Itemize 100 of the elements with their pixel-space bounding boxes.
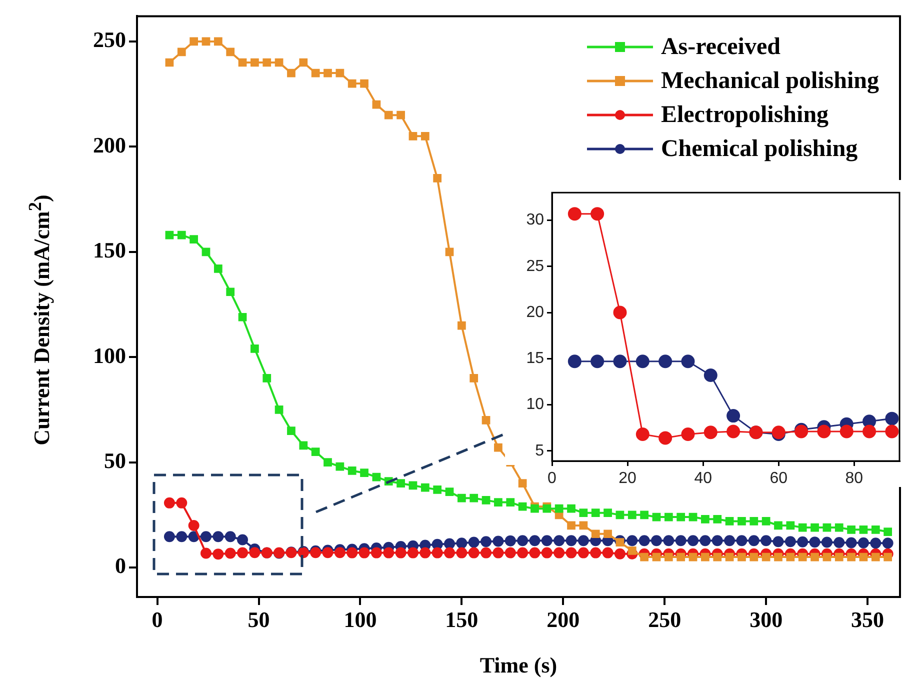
y-tick-label: 0 <box>115 553 126 578</box>
point <box>224 531 236 542</box>
point <box>348 466 356 475</box>
point <box>628 510 636 520</box>
legend-label: Chemical polishing <box>660 135 858 164</box>
point <box>658 354 672 368</box>
point <box>250 344 259 353</box>
point <box>384 110 393 120</box>
point <box>613 306 627 320</box>
point <box>188 531 200 542</box>
point <box>602 547 614 558</box>
point <box>704 368 718 382</box>
point <box>859 525 868 534</box>
point <box>882 538 894 549</box>
point <box>663 535 674 546</box>
point <box>445 248 454 256</box>
point <box>640 510 648 520</box>
point <box>177 230 186 240</box>
legend-label: Electropolishing <box>660 101 829 130</box>
point <box>504 535 516 546</box>
point <box>445 488 454 496</box>
point <box>202 37 210 46</box>
point <box>202 248 210 256</box>
point <box>262 58 272 67</box>
point <box>701 552 710 562</box>
point <box>798 523 807 532</box>
point <box>165 230 174 240</box>
point <box>604 508 612 518</box>
point <box>554 535 565 546</box>
point <box>840 424 854 438</box>
point <box>681 354 695 368</box>
point <box>494 498 502 506</box>
point <box>529 535 540 546</box>
point <box>237 547 248 558</box>
point <box>334 547 346 558</box>
point <box>664 552 673 562</box>
point <box>750 552 758 562</box>
point <box>299 441 308 450</box>
point <box>237 534 248 546</box>
point <box>566 547 577 558</box>
point <box>420 132 430 140</box>
point <box>579 508 588 518</box>
x-tick-label: 300 <box>750 606 783 632</box>
y-tick-label: 5 <box>535 442 544 460</box>
point <box>458 494 466 502</box>
y-tick-label: 10 <box>526 396 544 414</box>
point <box>862 424 876 438</box>
point <box>884 528 892 536</box>
point <box>817 424 831 438</box>
point <box>212 531 224 542</box>
point <box>681 428 695 441</box>
point <box>395 547 406 558</box>
point <box>322 547 334 558</box>
point <box>372 472 381 482</box>
point <box>870 538 882 549</box>
point <box>676 552 686 562</box>
point <box>748 535 760 546</box>
point <box>470 374 478 382</box>
point <box>458 321 466 330</box>
point <box>432 538 443 550</box>
point <box>628 546 636 555</box>
y-tick-label: 20 <box>526 304 544 321</box>
point <box>798 552 807 562</box>
point <box>360 79 368 88</box>
point <box>165 58 174 67</box>
point <box>834 536 845 548</box>
point <box>518 479 527 488</box>
point <box>517 547 528 558</box>
point <box>762 517 770 526</box>
legend-label: As-received <box>660 33 780 62</box>
point <box>433 485 442 494</box>
point <box>177 48 186 56</box>
point <box>786 521 795 530</box>
point <box>724 535 736 546</box>
point <box>568 354 582 368</box>
point <box>726 424 740 438</box>
x-tick-label: 0 <box>548 470 557 488</box>
point <box>396 479 405 488</box>
point <box>871 552 880 562</box>
point <box>676 512 686 522</box>
point <box>738 517 746 526</box>
point <box>456 547 468 558</box>
point <box>190 235 198 244</box>
point <box>566 535 577 546</box>
point <box>688 552 698 562</box>
point <box>604 530 612 538</box>
point <box>786 552 795 562</box>
point <box>750 517 758 526</box>
point <box>858 537 869 548</box>
point <box>859 552 868 562</box>
point <box>249 547 260 558</box>
point <box>238 312 247 322</box>
point <box>370 547 382 558</box>
point <box>444 547 456 558</box>
point <box>212 548 224 560</box>
point <box>224 548 236 559</box>
point <box>346 547 358 558</box>
point <box>336 68 344 78</box>
point <box>348 79 356 88</box>
point <box>214 264 222 273</box>
